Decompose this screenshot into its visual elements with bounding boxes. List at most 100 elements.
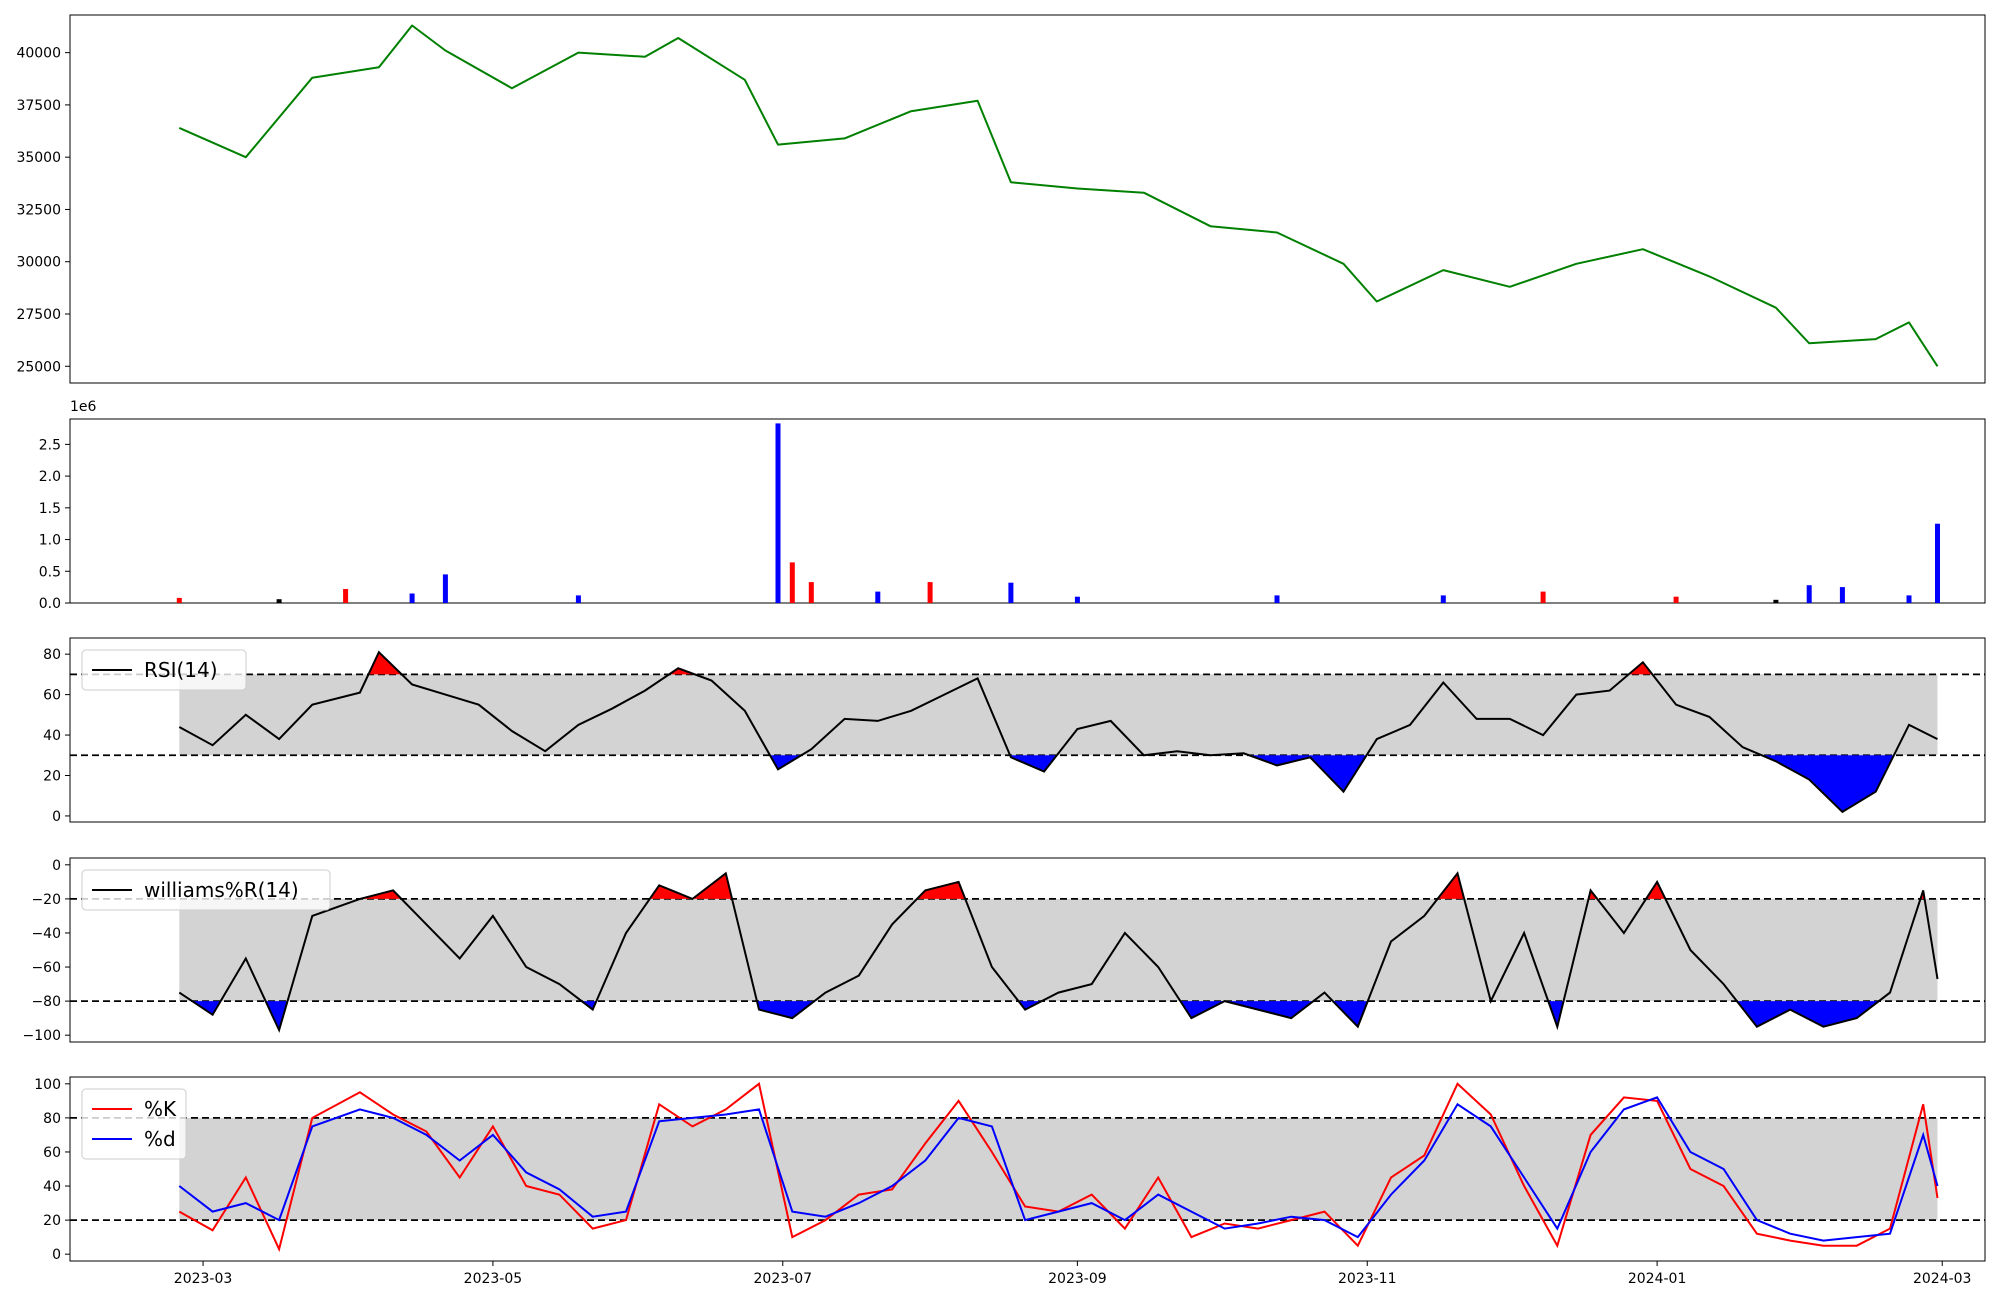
williams-oversold-fill [1737,1001,1879,1027]
rsi-panel: 0 20 40 60 80 RSI(14) [43,637,1986,825]
williams-ytick-label: −60 [31,960,61,976]
williams-ytick-label: −80 [31,994,61,1010]
volume-bar [1839,587,1845,603]
volume-bar [875,591,881,603]
stochastic-frame [69,1076,1986,1262]
williams-legend [81,869,331,911]
price-ytick-label: 35000 [16,150,61,166]
williams-oversold-fill [1180,1001,1225,1019]
x-tick-label: 2023-11 [1338,1271,1397,1287]
volume-bar [789,562,795,603]
volume-ytick-label: 1.5 [39,501,61,517]
volume-bar [276,599,282,603]
volume-bar [1274,595,1280,603]
x-tick-label: 2023-07 [754,1271,813,1287]
volume-bar [775,423,781,603]
williams-ytick-label: −40 [31,926,61,942]
price-line [178,24,1939,367]
volume-bar [343,589,349,603]
volume-bar [1906,595,1912,603]
stochastic-ytick-label: 60 [43,1145,61,1161]
williams-oversold-fill [1224,1001,1314,1019]
volume-ytick-label: 0.5 [39,564,61,580]
rsi-oversold-fill [770,755,802,770]
williams-oversold-fill [1548,1001,1564,1027]
williams-overbought-fill [917,881,966,899]
rsi-overbought-fill [1628,662,1653,675]
volume-frame [69,418,1986,604]
volume-ytick-label: 2.5 [39,437,61,453]
x-tick-label: 2024-03 [1913,1271,1972,1287]
rsi-legend [81,649,247,691]
volume-bar [1935,523,1940,603]
price-ytick-label: 32500 [16,202,61,218]
volume-bar [442,574,448,603]
price-ytick-label: 27500 [16,307,61,323]
x-tick-label: 2024-01 [1628,1271,1687,1287]
williams-oversold-fill [265,1001,288,1031]
price-ytick-label: 40000 [16,46,61,62]
volume-bar [927,582,933,603]
stochastic-panel: 0 20 40 60 80 100 %K %d 2023-03 2023-05 2023-07 202… [34,1076,1986,1287]
rsi-oversold-fill [1010,755,1057,772]
rsi-ytick-label: 0 [52,809,61,825]
williams-overbought-fill [1646,881,1666,899]
volume-bar [808,582,814,603]
stochastic-legend [81,1088,187,1160]
stochastic-neutral-band [179,1117,1938,1221]
williams-frame [69,857,1986,1043]
volume-bar [1540,591,1546,603]
volume-bar [575,595,581,603]
x-tick-label: 2023-09 [1048,1271,1107,1287]
volume-bar [1673,596,1679,603]
stochastic-ytick-label: 0 [52,1247,61,1263]
rsi-ytick-label: 60 [43,688,61,704]
williams-ytick-label: 0 [52,858,61,874]
volume-bar [176,597,182,603]
williams-panel: −100 −80 −60 −40 −20 0 williams%R(14) [23,857,1986,1044]
volume-panel: 0.0 0.5 1.0 1.5 2.0 2.5 1e6 [39,399,1986,612]
stochastic-legend-label: %K [144,1097,177,1121]
volume-ytick-label: 1.0 [39,533,61,549]
rsi-legend-label: RSI(14) [144,658,218,682]
price-panel: 25000 27500 30000 32500 35000 37500 40000 [16,14,1986,384]
price-ytick-label: 30000 [16,255,61,271]
x-tick-label: 2023-03 [174,1271,233,1287]
williams-neutral-band [179,898,1938,1002]
volume-bar [1008,582,1014,603]
williams-line [178,871,1939,1033]
williams-legend-label: williams%R(14) [144,878,299,902]
williams-overbought-fill [1437,873,1465,899]
volume-bar [409,593,415,603]
rsi-neutral-band [179,674,1938,756]
williams-ytick-label: −20 [31,892,61,908]
volume-ytick-label: 2.0 [39,469,61,485]
stochastic-ytick-label: 20 [43,1213,61,1229]
volume-ytick-label: 0.0 [39,596,61,612]
rsi-ytick-label: 20 [43,768,61,784]
rsi-frame [69,637,1986,823]
volume-bar [1440,595,1446,603]
rsi-line [178,650,1938,814]
williams-oversold-fill [756,1001,815,1019]
price-ytick-label: 37500 [16,98,61,114]
williams-ytick-label: −100 [23,1028,61,1044]
stochastic-legend-label: %d [144,1127,176,1151]
stochastic-d-line [178,1096,1939,1242]
volume-bar [1773,599,1779,603]
stochastic-ytick-label: 100 [34,1077,61,1093]
volume-bar [1806,585,1812,603]
volume-offset-label: 1e6 [70,399,97,415]
x-tick-label: 2023-05 [464,1271,523,1287]
rsi-ytick-label: 80 [43,647,61,663]
stochastic-ytick-label: 40 [43,1179,61,1195]
rsi-oversold-fill [1761,755,1894,812]
volume-bar [1074,596,1080,603]
williams-oversold-fill [1332,1001,1368,1027]
price-frame [69,14,1986,384]
price-ytick-label: 25000 [16,359,61,375]
rsi-ytick-label: 40 [43,728,61,744]
stochastic-ytick-label: 80 [43,1111,61,1127]
stochastic-k-line [178,1082,1939,1253]
